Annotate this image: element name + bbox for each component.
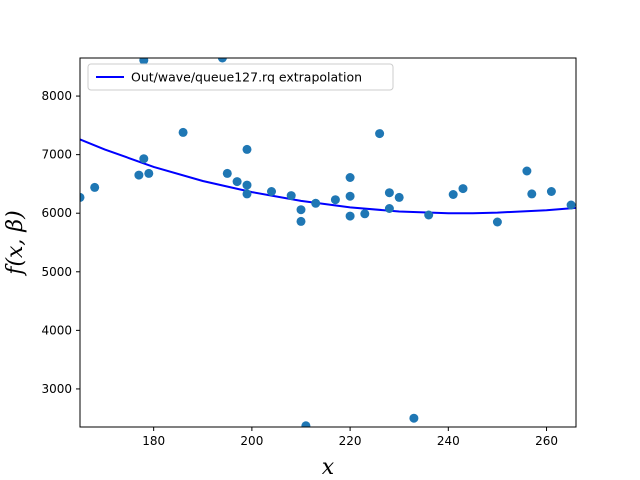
legend-label: Out/wave/queue127.rq extrapolation [131, 70, 362, 85]
data-point [458, 184, 468, 194]
data-point [301, 421, 311, 427]
y-tick-label: 3000 [41, 382, 72, 396]
legend-box [87, 63, 394, 91]
axes: 180 200 220 240 260 3000 4000 5000 6000 7000 8000 x… [3, 57, 577, 480]
data-point [134, 170, 144, 180]
x-tick-label: 260 [535, 434, 558, 448]
data-point [394, 192, 404, 202]
data-point [222, 168, 232, 178]
data-point [424, 210, 434, 220]
y-tick-label: 4000 [41, 323, 72, 337]
x-tick-label: 220 [339, 434, 362, 448]
data-point [492, 217, 502, 227]
data-point [360, 209, 370, 219]
data-point [217, 58, 227, 63]
data-point [345, 173, 355, 182]
legend: Out/wave/queue127.rq extrapolation [87, 63, 394, 91]
x-tick-label: 240 [437, 434, 460, 448]
data-point [345, 211, 355, 221]
x-tick-label: 200 [240, 434, 263, 448]
y-tick-label: 8000 [41, 89, 72, 103]
data-point [296, 205, 306, 215]
data-point [139, 58, 149, 65]
data-point [232, 177, 242, 187]
data-point [384, 188, 394, 198]
y-axis-label: f(x, β) [3, 210, 28, 276]
data-point [144, 168, 154, 178]
data-point [330, 195, 340, 205]
data-point [448, 190, 458, 199]
data-point [178, 127, 188, 137]
axes-frame [79, 57, 577, 428]
data-point [242, 180, 252, 190]
y-tick-label: 7000 [41, 148, 72, 162]
data-point [139, 154, 149, 164]
data-point [527, 189, 537, 199]
data-point [409, 413, 419, 423]
data-point [546, 187, 556, 196]
data-point [345, 191, 355, 201]
data-point [242, 189, 252, 199]
y-tick-label: 6000 [41, 206, 72, 220]
data-point [267, 187, 276, 196]
data-point [384, 204, 394, 213]
data-group [80, 58, 576, 427]
data-point [80, 192, 85, 202]
y-tick-label: 5000 [41, 265, 72, 279]
fit-line [80, 138, 576, 215]
data-point [286, 191, 296, 201]
x-axis-label: x [322, 455, 335, 480]
data-point [375, 129, 385, 139]
data-point [522, 166, 532, 176]
data-point [296, 216, 306, 226]
plot-area [80, 58, 576, 427]
data-point [90, 182, 100, 192]
x-tick-label: 180 [142, 434, 165, 448]
data-point [566, 200, 576, 210]
data-point [311, 198, 321, 208]
data-point [242, 144, 252, 154]
